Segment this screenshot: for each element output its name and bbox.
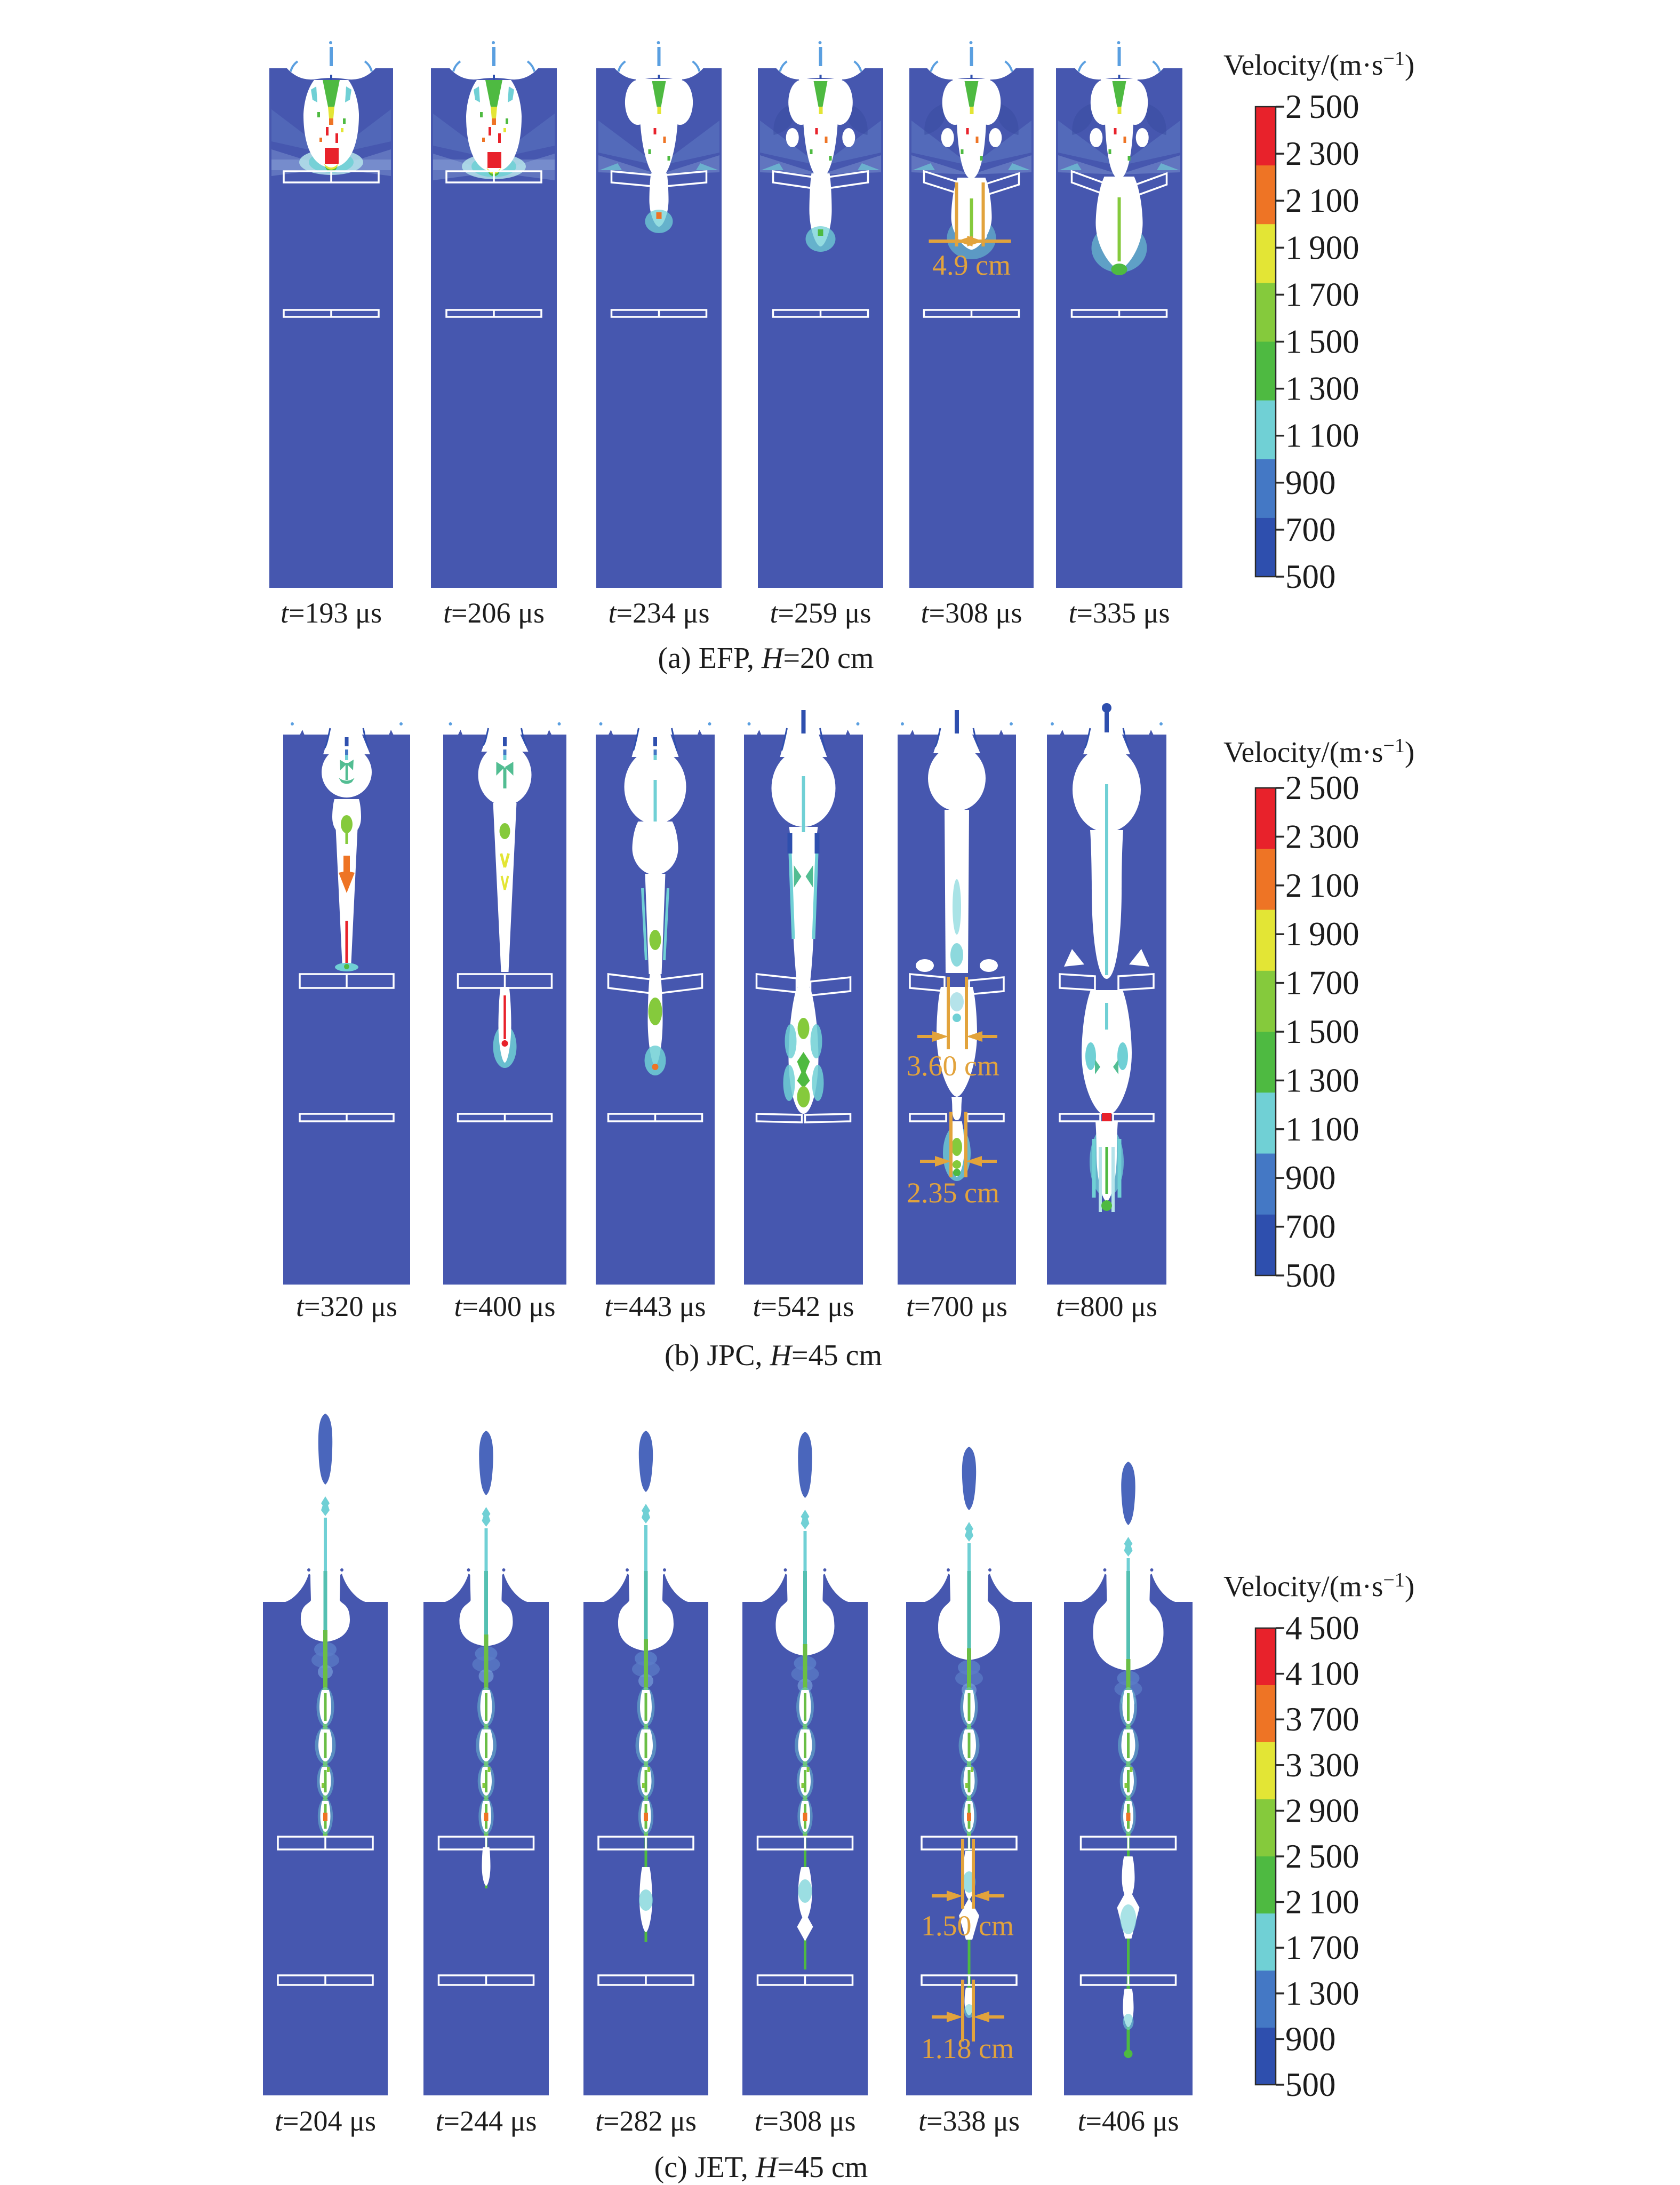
svg-text:t=308 μs: t=308 μs: [755, 2105, 856, 2137]
svg-text:1 100: 1 100: [1285, 417, 1359, 454]
svg-text:3 300: 3 300: [1285, 1747, 1359, 1784]
svg-text:t=400 μs: t=400 μs: [454, 1290, 556, 1322]
svg-text:4 100: 4 100: [1285, 1655, 1359, 1693]
svg-text:(b) JPC, H=45 cm: (b) JPC, H=45 cm: [665, 1339, 882, 1372]
svg-text:1 500: 1 500: [1285, 323, 1359, 361]
svg-text:4 500: 4 500: [1285, 1609, 1359, 1647]
svg-text:700: 700: [1285, 511, 1336, 548]
svg-text:t=234 μs: t=234 μs: [609, 597, 710, 629]
svg-text:t=542 μs: t=542 μs: [753, 1290, 854, 1322]
svg-text:1 100: 1 100: [1285, 1111, 1359, 1148]
svg-text:2 500: 2 500: [1285, 88, 1359, 125]
svg-text:(c) JET, H=45 cm: (c) JET, H=45 cm: [654, 2151, 868, 2184]
svg-text:500: 500: [1285, 1257, 1336, 1294]
svg-text:Velocity/(m·s−1): Velocity/(m·s−1): [1223, 735, 1414, 768]
svg-text:2 500: 2 500: [1285, 769, 1359, 807]
svg-text:900: 900: [1285, 464, 1336, 501]
svg-text:t=282 μs: t=282 μs: [595, 2105, 697, 2137]
svg-text:1.50 cm: 1.50 cm: [921, 1910, 1014, 1942]
svg-text:1 900: 1 900: [1285, 229, 1359, 266]
svg-text:2 100: 2 100: [1285, 182, 1359, 219]
svg-text:t=259 μs: t=259 μs: [770, 597, 871, 629]
svg-text:1 700: 1 700: [1285, 276, 1359, 313]
svg-text:3 700: 3 700: [1285, 1701, 1359, 1738]
svg-text:Velocity/(m·s−1): Velocity/(m·s−1): [1223, 47, 1414, 81]
svg-text:2 500: 2 500: [1285, 1838, 1359, 1875]
svg-text:2.35 cm: 2.35 cm: [907, 1177, 999, 1209]
svg-text:1 300: 1 300: [1285, 1975, 1359, 2012]
svg-text:1 700: 1 700: [1285, 1929, 1359, 1966]
svg-text:500: 500: [1285, 2066, 1336, 2103]
svg-text:(a) EFP, H=20 cm: (a) EFP, H=20 cm: [658, 642, 874, 675]
svg-text:2 100: 2 100: [1285, 1884, 1359, 1921]
svg-text:1.18 cm: 1.18 cm: [921, 2032, 1014, 2064]
svg-text:1 700: 1 700: [1285, 964, 1359, 1002]
svg-text:700: 700: [1285, 1208, 1336, 1246]
svg-text:4.9 cm: 4.9 cm: [932, 249, 1011, 281]
svg-text:500: 500: [1285, 558, 1336, 595]
svg-text:t=193 μs: t=193 μs: [281, 597, 382, 629]
svg-text:1 300: 1 300: [1285, 1062, 1359, 1099]
svg-text:1 900: 1 900: [1285, 915, 1359, 953]
svg-text:t=700 μs: t=700 μs: [906, 1290, 1007, 1322]
svg-text:t=406 μs: t=406 μs: [1078, 2105, 1179, 2137]
svg-text:2 100: 2 100: [1285, 867, 1359, 904]
svg-text:t=443 μs: t=443 μs: [605, 1290, 706, 1322]
svg-text:2 900: 2 900: [1285, 1792, 1359, 1829]
svg-text:t=800 μs: t=800 μs: [1056, 1290, 1157, 1322]
svg-text:Velocity/(m·s−1): Velocity/(m·s−1): [1223, 1569, 1414, 1602]
svg-text:t=244 μs: t=244 μs: [436, 2105, 537, 2137]
svg-text:2 300: 2 300: [1285, 818, 1359, 855]
svg-text:2 300: 2 300: [1285, 135, 1359, 172]
svg-text:t=204 μs: t=204 μs: [275, 2105, 376, 2137]
svg-text:t=206 μs: t=206 μs: [443, 597, 545, 629]
svg-text:1 300: 1 300: [1285, 370, 1359, 408]
svg-text:t=335 μs: t=335 μs: [1069, 597, 1170, 629]
svg-text:900: 900: [1285, 2020, 1336, 2058]
svg-text:900: 900: [1285, 1159, 1336, 1197]
svg-text:t=338 μs: t=338 μs: [918, 2105, 1020, 2137]
svg-text:1 500: 1 500: [1285, 1013, 1359, 1050]
svg-text:t=320 μs: t=320 μs: [296, 1290, 397, 1322]
svg-text:t=308 μs: t=308 μs: [921, 597, 1022, 629]
svg-text:3.60 cm: 3.60 cm: [907, 1050, 999, 1082]
